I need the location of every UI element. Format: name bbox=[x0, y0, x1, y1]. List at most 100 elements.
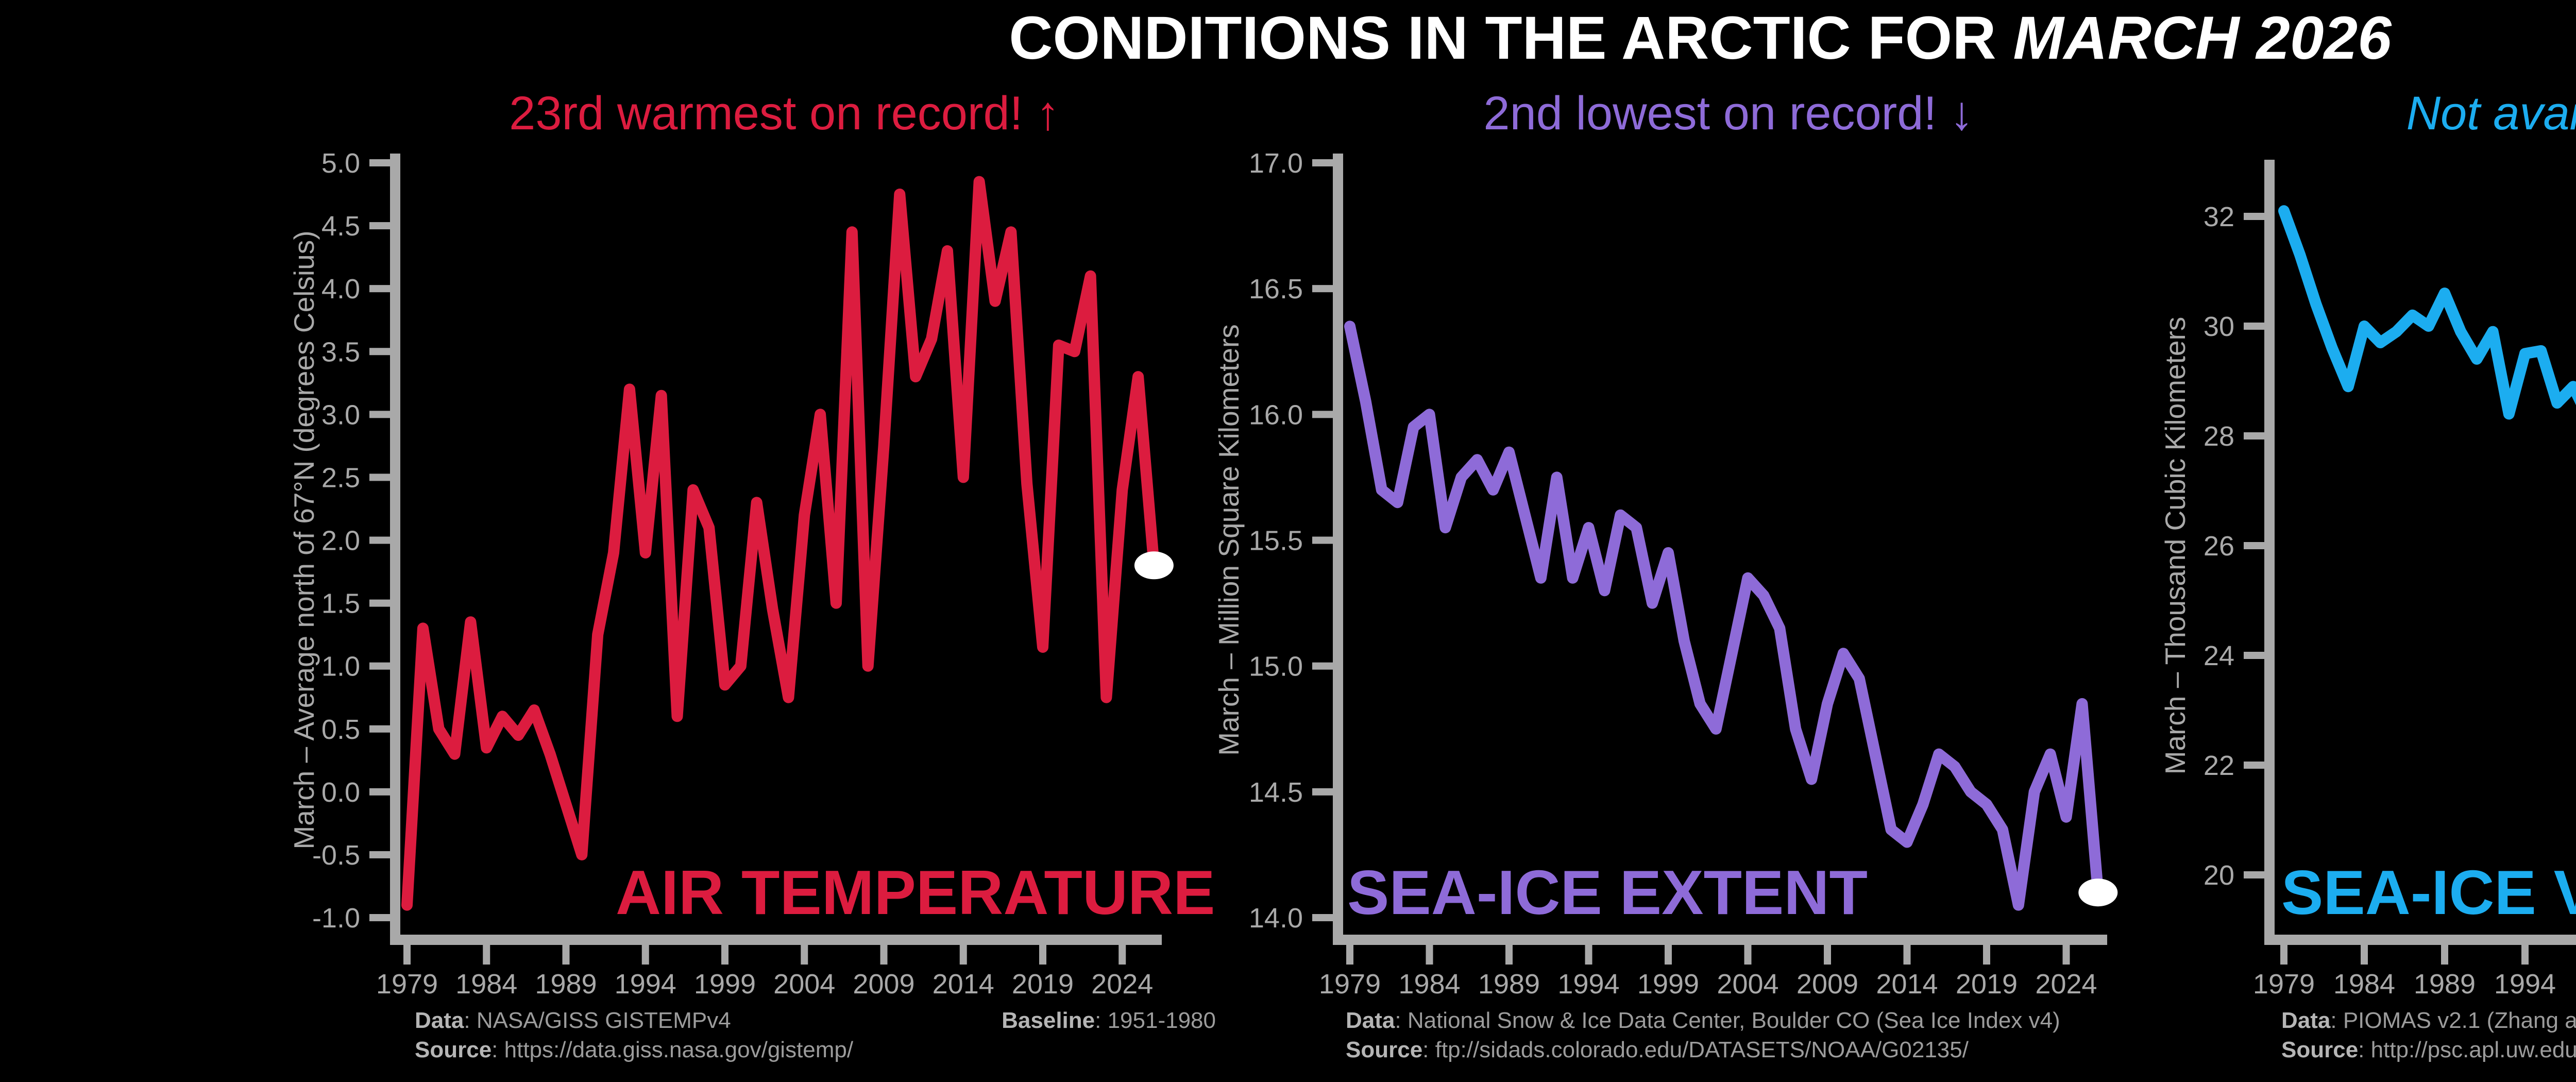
x-tick bbox=[2441, 945, 2448, 965]
temperature-chart-label: AIR TEMPERATURE bbox=[616, 857, 1215, 927]
x-tick bbox=[641, 945, 649, 965]
x-tick bbox=[1744, 945, 1752, 965]
x-tick bbox=[2361, 945, 2368, 965]
x-tick bbox=[959, 945, 967, 965]
source-value: : ftp://sidads.colorado.edu/DATASETS/NOA… bbox=[1422, 1037, 1969, 1062]
series-line-air-temperature bbox=[401, 176, 1160, 911]
source-value: : https://data.giss.nasa.gov/gistemp/ bbox=[492, 1037, 854, 1062]
y-tick bbox=[369, 725, 390, 733]
temperature-y-axis-label: March – Average north of 67°N (degrees C… bbox=[288, 230, 320, 850]
y-tick-label: 16.0 bbox=[1249, 399, 1303, 430]
y-tick-label: 1.5 bbox=[321, 588, 360, 619]
x-tick-label: 1999 bbox=[1637, 969, 1699, 1000]
y-tick-label: 26 bbox=[2204, 531, 2234, 562]
y-tick bbox=[2244, 871, 2264, 878]
y-tick-label: -1.0 bbox=[312, 903, 360, 934]
x-tick-label: 1979 bbox=[2253, 969, 2315, 1000]
x-tick-label: 1989 bbox=[2414, 969, 2476, 1000]
x-axis-spine-sea-ice-extent bbox=[1333, 935, 2107, 945]
y-tick-label: 0.5 bbox=[321, 714, 360, 745]
x-tick bbox=[2062, 945, 2070, 965]
page-title: CONDITIONS IN THE ARCTIC FOR MARCH 2026 bbox=[0, 3, 2576, 73]
x-tick bbox=[1665, 945, 1672, 965]
x-tick-label: 1979 bbox=[376, 969, 438, 1000]
x-tick bbox=[403, 945, 411, 965]
x-tick bbox=[721, 945, 728, 965]
x-tick-label: 2004 bbox=[773, 969, 835, 1000]
x-tick-label: 1979 bbox=[1319, 969, 1381, 1000]
y-tick-label: 20 bbox=[2204, 860, 2234, 891]
temperature-baseline: Baseline: 1951-1980 bbox=[876, 1006, 1216, 1035]
y-tick bbox=[369, 222, 390, 230]
x-tick-label: 1994 bbox=[615, 969, 676, 1000]
y-tick bbox=[369, 599, 390, 607]
y-tick bbox=[2244, 213, 2264, 220]
x-tick bbox=[1039, 945, 1046, 965]
y-tick bbox=[2244, 323, 2264, 330]
y-tick bbox=[1312, 411, 1333, 418]
y-tick bbox=[1312, 159, 1333, 166]
y-tick bbox=[369, 851, 390, 858]
y-tick-label: 28 bbox=[2204, 421, 2234, 452]
x-tick-label: 2004 bbox=[1717, 969, 1778, 1000]
x-tick bbox=[2521, 945, 2529, 965]
y-axis-spine-sea-ice-extent bbox=[1333, 154, 1343, 945]
source-value: : http://psc.apl.uw.edu/research/project… bbox=[2358, 1037, 2576, 1062]
y-tick bbox=[2244, 432, 2264, 439]
baseline-value: : 1951-1980 bbox=[1095, 1008, 1216, 1033]
x-tick bbox=[1118, 945, 1126, 965]
source-label: Source bbox=[2281, 1037, 2359, 1062]
x-tick-label: 1994 bbox=[2494, 969, 2556, 1000]
y-axis-spine-air-temperature bbox=[390, 154, 400, 945]
baseline-label: Baseline bbox=[1002, 1008, 1095, 1033]
y-tick-label: 15.0 bbox=[1249, 651, 1303, 682]
y-tick-label: 15.5 bbox=[1249, 526, 1303, 556]
temperature-source-credit: Source: https://data.giss.nasa.gov/giste… bbox=[415, 1035, 853, 1064]
y-tick-label: 2.5 bbox=[321, 462, 360, 493]
temperature-subtitle: 23rd warmest on record! ↑ bbox=[509, 87, 1060, 140]
x-axis-spine-air-temperature bbox=[390, 935, 1162, 945]
x-tick-label: 1999 bbox=[694, 969, 756, 1000]
y-tick bbox=[2244, 652, 2264, 659]
x-tick-label: 1999 bbox=[2574, 969, 2576, 1000]
x-tick bbox=[1505, 945, 1513, 965]
volume-y-axis-label: March – Thousand Cubic Kilometers bbox=[2159, 316, 2191, 775]
x-tick-label: 1989 bbox=[535, 969, 597, 1000]
data-label: Data bbox=[415, 1008, 464, 1033]
x-tick-label: 1994 bbox=[1557, 969, 1619, 1000]
y-tick bbox=[1312, 536, 1333, 544]
y-tick-label: 4.5 bbox=[321, 211, 360, 242]
x-tick bbox=[1983, 945, 1990, 965]
y-tick bbox=[369, 411, 390, 418]
x-tick bbox=[1585, 945, 1592, 965]
page-title-month: MARCH 2026 bbox=[2013, 4, 2392, 72]
x-tick bbox=[1426, 945, 1433, 965]
x-tick-label: 1989 bbox=[1478, 969, 1540, 1000]
x-tick-label: 2009 bbox=[1797, 969, 1858, 1000]
x-tick bbox=[2280, 945, 2287, 965]
data-value: : PIOMAS v2.1 (Zhang and Rothrock, 2003;… bbox=[2330, 1008, 2576, 1033]
extent-subtitle: 2nd lowest on record! ↓ bbox=[1483, 87, 1974, 140]
x-tick-label: 1984 bbox=[1398, 969, 1460, 1000]
y-tick bbox=[369, 348, 390, 356]
x-axis-spine-sea-ice-volume bbox=[2264, 935, 2576, 945]
y-tick-label: 32 bbox=[2204, 201, 2234, 232]
y-tick-label: 14.5 bbox=[1249, 777, 1303, 808]
data-value: : National Snow & Ice Data Center, Bould… bbox=[1395, 1008, 2060, 1033]
y-tick bbox=[369, 474, 390, 481]
y-tick-label: 2.0 bbox=[321, 526, 360, 556]
y-tick-label: 5.0 bbox=[321, 148, 360, 179]
x-tick-label: 2024 bbox=[1091, 969, 1153, 1000]
end-marker-air-temperature bbox=[1134, 551, 1174, 580]
y-tick-label: -0.5 bbox=[312, 840, 360, 871]
x-tick bbox=[562, 945, 570, 965]
volume-data-credit: Data: PIOMAS v2.1 (Zhang and Rothrock, 2… bbox=[2281, 1006, 2576, 1035]
series-line-sea-ice-extent bbox=[1344, 320, 2104, 911]
x-tick bbox=[1824, 945, 1831, 965]
x-tick bbox=[483, 945, 490, 965]
data-label: Data bbox=[1346, 1008, 1395, 1033]
y-tick-label: 24 bbox=[2204, 640, 2234, 671]
y-tick-label: 3.5 bbox=[321, 336, 360, 367]
temperature-data-credit: Data: NASA/GISS GISTEMPv4 bbox=[415, 1006, 853, 1035]
data-label: Data bbox=[2281, 1008, 2331, 1033]
